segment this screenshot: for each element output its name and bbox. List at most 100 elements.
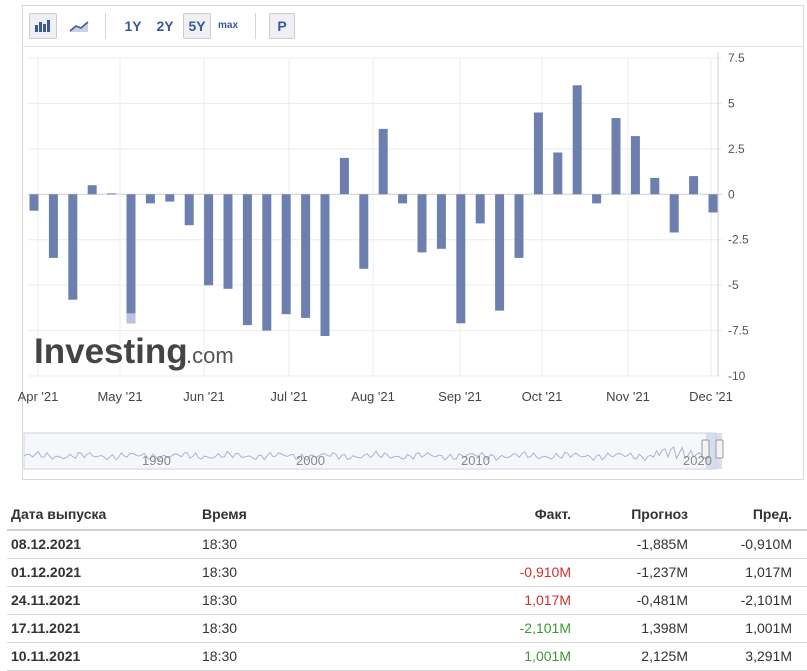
chart-bar[interactable]: [184, 194, 194, 226]
chart-toolbar: 1Y 2Y 5Y max P: [23, 6, 803, 47]
toolbar-separator: [105, 13, 106, 39]
chart-bar[interactable]: [475, 194, 485, 224]
cell-previous: -2,101M: [740, 592, 792, 608]
navigator-year: 1990: [142, 453, 171, 468]
table-row: 24.11.2021 18:30 1,017M -0,481M -2,101M: [7, 587, 807, 615]
header-actual[interactable]: Факт.: [534, 506, 571, 522]
chart-bar[interactable]: [68, 194, 78, 300]
investing-logo: Investing .com: [34, 332, 234, 371]
cell-time: 18:30: [202, 648, 238, 664]
cell-previous: 3,291M: [745, 648, 792, 664]
area-chart-icon[interactable]: [65, 13, 93, 39]
y-tick-label: -2.5: [728, 233, 749, 247]
table-row: 10.11.2021 18:30 1,001M 2,125M 3,291M: [7, 643, 807, 671]
chart-bar[interactable]: [514, 194, 524, 258]
chart-bar[interactable]: [378, 128, 388, 195]
header-date[interactable]: Дата выпуска: [11, 506, 107, 522]
y-tick-label: 7.5: [728, 51, 745, 65]
chart-bar[interactable]: [223, 194, 233, 289]
chart-bar[interactable]: [689, 176, 699, 195]
cell-time: 18:30: [202, 536, 238, 552]
header-time[interactable]: Время: [202, 506, 247, 522]
range-2y-button[interactable]: 2Y: [156, 18, 174, 34]
x-tick-label: Jun '21: [183, 389, 225, 404]
chart-bar[interactable]: [262, 194, 272, 331]
x-tick-label: Sep '21: [438, 389, 482, 404]
y-tick-label: -7.5: [728, 324, 749, 338]
cell-date: 01.12.2021: [11, 564, 82, 580]
chart-panel: 1Y 2Y 5Y max P: [22, 5, 804, 480]
cell-date: 08.12.2021: [11, 536, 82, 552]
chart-bar[interactable]: [417, 194, 427, 253]
chart-bar[interactable]: [242, 194, 252, 326]
chart-bar[interactable]: [145, 194, 155, 204]
chart-bar[interactable]: [87, 185, 97, 195]
y-tick-label: 2.5: [728, 142, 745, 156]
chart-bar[interactable]: [533, 112, 543, 195]
chart-svg: 7.5 5 2.5 0 -2.5 -5 -7.5 -10 Apr '21 May '21 Jun …: [18, 51, 749, 470]
chart-bar[interactable]: [398, 194, 408, 204]
chart-bar[interactable]: [165, 194, 175, 202]
cell-previous: 1,017M: [745, 564, 792, 580]
header-previous[interactable]: Пред.: [752, 506, 792, 522]
navigator[interactable]: 1990 2000 2010 2020: [23, 432, 724, 470]
chart-bar[interactable]: [611, 118, 621, 195]
header-forecast[interactable]: Прогноз: [631, 506, 688, 522]
chart-bar[interactable]: [456, 194, 466, 324]
range-max-button[interactable]: max: [217, 20, 238, 31]
cell-actual: -2,101M: [519, 620, 571, 636]
y-tick-label: -5: [728, 278, 739, 292]
cell-time: 18:30: [202, 620, 238, 636]
cell-date: 17.11.2021: [11, 620, 81, 636]
chart-bar[interactable]: [359, 194, 369, 269]
chart-bar[interactable]: [436, 194, 446, 249]
chart-bar[interactable]: [495, 194, 505, 311]
navigator-year: 2010: [461, 453, 490, 468]
navigator-year: 2020: [683, 453, 712, 468]
cell-time: 18:30: [202, 564, 238, 580]
chart-bar[interactable]: [126, 194, 136, 324]
chart-bar[interactable]: [650, 177, 660, 195]
chart-bar[interactable]: [204, 194, 214, 286]
logo-suffix: .com: [186, 343, 234, 368]
cell-date: 10.11.2021: [11, 648, 81, 664]
range-5y-button[interactable]: 5Y: [183, 13, 211, 39]
chart-bar[interactable]: [320, 194, 330, 336]
table-row: 01.12.2021 18:30 -0,910M -1,237M 1,017M: [7, 559, 807, 587]
chart-bar[interactable]: [592, 194, 602, 204]
navigator-right-handle[interactable]: [715, 439, 724, 459]
chart-bar[interactable]: [669, 194, 679, 233]
chart-bar[interactable]: [107, 193, 117, 195]
y-tick-label: 0: [728, 187, 735, 201]
chart-bar[interactable]: [572, 85, 582, 195]
navigator-year: 2000: [296, 453, 325, 468]
cell-actual: 1,001M: [524, 648, 571, 664]
logo-brand: Investing: [34, 332, 188, 371]
table-row: 08.12.2021 18:30 -1,885M -0,910M: [7, 531, 807, 559]
chart-bar[interactable]: [301, 194, 311, 318]
events-table: Дата выпуска Время Факт. Прогноз Пред. 0…: [7, 500, 807, 671]
x-tick-label: Apr '21: [18, 389, 59, 404]
chart-bar[interactable]: [48, 194, 58, 258]
cell-time: 18:30: [202, 592, 238, 608]
cell-actual: -0,910M: [519, 564, 571, 580]
chart-bar[interactable]: [339, 157, 349, 195]
range-1y-button[interactable]: 1Y: [124, 18, 142, 34]
cell-forecast: -1,885M: [636, 536, 688, 552]
chart-bar[interactable]: [630, 136, 640, 195]
cell-actual: 1,017M: [524, 592, 571, 608]
chart-bar[interactable]: [29, 194, 39, 211]
x-tick-label: Aug '21: [351, 389, 395, 404]
x-tick-label: May '21: [97, 389, 142, 404]
cell-date: 24.11.2021: [11, 592, 81, 608]
y-tick-label: -10: [728, 369, 746, 383]
cell-forecast: -0,481M: [636, 592, 688, 608]
p-button[interactable]: P: [269, 13, 295, 39]
chart-bar[interactable]: [708, 194, 718, 213]
cell-forecast: -1,237M: [636, 564, 688, 580]
navigator-left-handle[interactable]: [701, 439, 710, 459]
chart-bar[interactable]: [553, 152, 563, 195]
bar-chart-icon[interactable]: [29, 13, 57, 39]
toolbar-separator: [255, 13, 256, 39]
chart-bar[interactable]: [281, 194, 291, 315]
